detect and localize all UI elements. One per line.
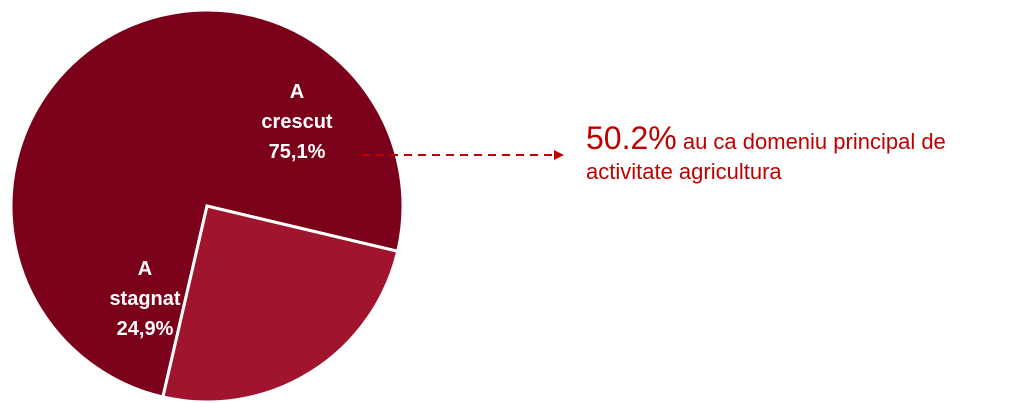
callout-text-line2: activitate agricultura	[586, 159, 782, 184]
callout-annotation: 50.2% au ca domeniu principal de activit…	[586, 118, 1010, 186]
callout-highlight: 50.2%	[586, 120, 677, 156]
pie-slice-crescut	[9, 8, 405, 399]
pie-slice-stagnat	[161, 204, 400, 403]
callout-text-line1: au ca domeniu principal de	[676, 129, 946, 154]
